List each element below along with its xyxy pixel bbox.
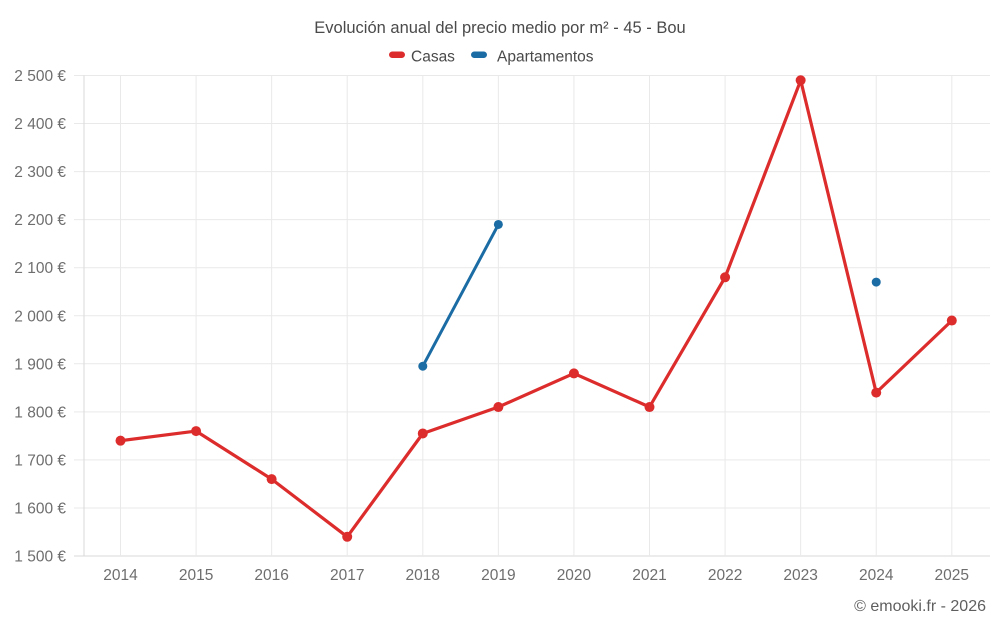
- xtick-label-2021: 2021: [632, 567, 666, 584]
- point-apartamentos-2019[interactable]: [493, 219, 503, 229]
- ytick-label-2400: 2 400 €: [14, 116, 66, 133]
- xtick-label-2019: 2019: [481, 567, 515, 584]
- point-apartamentos-2018[interactable]: [418, 361, 428, 371]
- legend-marker-casas: [389, 51, 405, 58]
- watermark-credit: © emooki.fr - 2026: [854, 598, 986, 615]
- point-casas-2024[interactable]: [871, 387, 882, 398]
- ytick-label-2300: 2 300 €: [14, 164, 66, 181]
- point-casas-2017[interactable]: [342, 531, 353, 542]
- xtick-label-2023: 2023: [783, 567, 817, 584]
- point-casas-2021[interactable]: [644, 402, 655, 413]
- legend-item-casas[interactable]: Casas: [389, 49, 455, 66]
- legend-item-apartamentos[interactable]: Apartamentos: [471, 49, 594, 66]
- x-axis-tick-labels: 2014 2015 2016 2017 2018 2019 2020 2021 2022 2023…: [103, 567, 969, 584]
- series-layer: [115, 75, 957, 542]
- point-casas-2014[interactable]: [115, 435, 126, 446]
- y-axis-tick-labels: 1 500 € 1 600 € 1 700 € 1 800 € 1 900 € 2 000…: [14, 68, 66, 566]
- legend-marker-apartamentos: [471, 51, 487, 58]
- grid-layer: [74, 75, 990, 557]
- point-casas-2022[interactable]: [720, 272, 731, 283]
- chart-title: Evolución anual del precio medio por m² …: [314, 19, 685, 37]
- line-apartamentos: [421, 223, 500, 368]
- point-casas-2025[interactable]: [946, 315, 957, 326]
- xtick-label-2014: 2014: [103, 567, 138, 584]
- xtick-label-2018: 2018: [406, 567, 440, 584]
- ytick-label-2100: 2 100 €: [14, 260, 66, 277]
- legend-label-apartamentos: Apartamentos: [497, 49, 594, 66]
- legend: Casas Apartamentos: [389, 49, 594, 66]
- legend-label-casas: Casas: [411, 49, 455, 66]
- xtick-label-2020: 2020: [557, 567, 592, 584]
- xtick-label-2016: 2016: [254, 567, 288, 584]
- point-casas-2018[interactable]: [417, 428, 428, 439]
- ytick-label-1600: 1 600 €: [14, 500, 66, 517]
- xtick-label-2024: 2024: [859, 567, 894, 584]
- ytick-label-1500: 1 500 €: [14, 549, 66, 566]
- point-casas-2015[interactable]: [191, 426, 202, 437]
- ytick-label-2000: 2 000 €: [14, 308, 66, 325]
- ytick-label-2200: 2 200 €: [14, 212, 66, 229]
- xtick-label-2015: 2015: [179, 567, 213, 584]
- point-casas-2016[interactable]: [266, 474, 277, 485]
- point-casas-2020[interactable]: [568, 368, 579, 379]
- xtick-label-2017: 2017: [330, 567, 364, 584]
- point-casas-2023[interactable]: [795, 75, 806, 86]
- xtick-label-2025: 2025: [935, 567, 969, 584]
- ytick-label-1900: 1 900 €: [14, 356, 66, 373]
- xtick-label-2022: 2022: [708, 567, 742, 584]
- ytick-label-1700: 1 700 €: [14, 452, 66, 469]
- ytick-label-2500: 2 500 €: [14, 68, 66, 85]
- ytick-label-1800: 1 800 €: [14, 404, 66, 421]
- point-apartamentos-2024[interactable]: [871, 277, 881, 287]
- point-casas-2019[interactable]: [493, 402, 504, 413]
- line-casas: [118, 78, 954, 539]
